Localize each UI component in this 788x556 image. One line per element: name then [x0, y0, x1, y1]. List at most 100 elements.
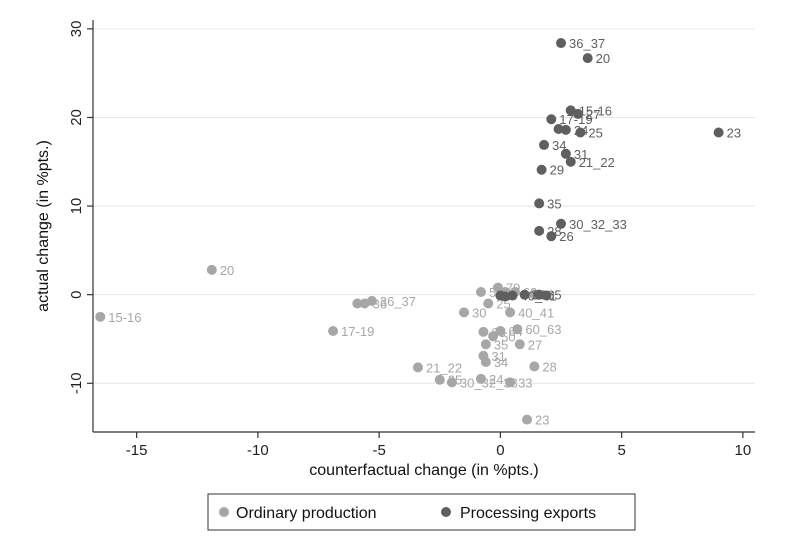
- legend-box: [207, 493, 636, 531]
- x-tick-label: -5: [372, 442, 385, 459]
- data-point: [560, 148, 571, 159]
- data-points: 15-162017-193636_3721_222530_32_33305257…: [95, 36, 741, 428]
- y-tick-label: 0: [68, 290, 85, 298]
- data-point: [434, 374, 445, 385]
- axes: [92, 20, 755, 433]
- gridlines: [93, 28, 755, 384]
- data-point-label: 30: [472, 305, 486, 320]
- y-tick-label: 20: [68, 109, 85, 126]
- data-point-label: 25: [588, 126, 602, 141]
- data-point-label: 36_37: [380, 294, 416, 309]
- data-point-label: 31: [491, 349, 505, 364]
- legend-marker-processing: [441, 507, 451, 517]
- data-point: [514, 339, 525, 350]
- data-point-label: 36_37: [569, 36, 605, 51]
- data-point-label: 23: [535, 413, 549, 428]
- data-point-label: 26: [559, 229, 573, 244]
- y-axis-ticks: -10 0 10 20 30: [68, 21, 93, 394]
- series-processing-exports: 36_372015-162717-19242523343121_22293530…: [495, 36, 741, 304]
- data-point: [553, 123, 564, 134]
- data-point: [505, 377, 516, 388]
- data-point-label: 28: [542, 359, 556, 374]
- data-point-label: 35: [494, 337, 508, 352]
- data-point: [475, 287, 486, 298]
- data-point: [536, 164, 547, 175]
- legend-label-processing: Processing exports: [460, 505, 596, 522]
- data-point-label: 31: [574, 147, 588, 162]
- x-tick-label: -10: [247, 442, 269, 459]
- data-point: [529, 361, 540, 372]
- data-point: [328, 325, 339, 336]
- data-point: [475, 373, 486, 384]
- data-point-label: 5: [489, 285, 496, 300]
- data-point: [495, 325, 506, 336]
- plot-background: [93, 20, 755, 432]
- data-point: [572, 108, 583, 119]
- data-point-label: 34: [494, 355, 508, 370]
- data-point-label: 17-19: [341, 324, 374, 339]
- x-axis-title: counterfactual change (in %pts.): [309, 462, 538, 479]
- data-point-label: 20: [220, 263, 234, 278]
- data-point: [480, 357, 491, 368]
- data-point: [560, 124, 571, 135]
- data-point: [565, 156, 576, 167]
- data-point-label: 23: [727, 126, 741, 141]
- data-point: [522, 414, 533, 425]
- legend-marker-ordinary: [219, 507, 229, 517]
- data-point-label: 30_32_33: [569, 217, 627, 232]
- x-tick-label: 5: [617, 442, 625, 459]
- y-tick-label: 30: [68, 21, 85, 38]
- data-point-label: 35: [547, 196, 561, 211]
- data-point: [512, 324, 523, 335]
- data-point-label: 21_22: [579, 155, 615, 170]
- data-point: [556, 38, 567, 49]
- data-point-label: 65: [547, 288, 561, 303]
- data-point: [534, 225, 545, 236]
- data-point: [582, 53, 593, 64]
- data-point: [534, 289, 545, 300]
- data-point-label: 27: [528, 337, 542, 352]
- data-point: [505, 307, 516, 318]
- data-point: [556, 218, 567, 229]
- data-point: [488, 331, 499, 342]
- y-axis-title: actual change (in %pts.): [35, 140, 52, 312]
- data-point: [507, 290, 518, 301]
- data-point: [446, 377, 457, 388]
- data-point: [480, 339, 491, 350]
- data-point: [541, 290, 552, 301]
- data-point-label: 20: [596, 51, 610, 66]
- x-tick-label: -15: [126, 442, 148, 459]
- data-point: [352, 298, 363, 309]
- y-tick-label: 10: [68, 198, 85, 215]
- data-point-label: 15-16: [579, 103, 612, 118]
- data-point: [492, 282, 503, 293]
- x-tick-label: 0: [496, 442, 504, 459]
- data-point-label: 15-16: [108, 310, 141, 325]
- data-point-label: 17-19: [559, 112, 592, 127]
- legend: Ordinary production Processing exports: [207, 493, 636, 531]
- data-point: [575, 127, 586, 138]
- data-point: [546, 114, 557, 125]
- data-point: [500, 291, 511, 302]
- data-point: [95, 311, 106, 322]
- data-point: [366, 295, 377, 306]
- data-point: [519, 289, 530, 300]
- data-point-label: 29: [550, 163, 564, 178]
- data-point-label: 27: [586, 107, 600, 122]
- legend-label-ordinary: Ordinary production: [236, 505, 377, 522]
- data-point-label: 33: [518, 375, 532, 390]
- x-axis-ticks: -15 -10 -5 0 5 10: [126, 432, 751, 459]
- data-point-label: 24: [489, 372, 503, 387]
- data-point: [546, 231, 557, 242]
- y-tick-label: -10: [68, 372, 85, 394]
- data-point: [459, 307, 470, 318]
- data-point: [206, 264, 217, 275]
- data-point: [539, 139, 550, 150]
- data-point: [534, 198, 545, 209]
- data-point-label: 21_22: [426, 360, 462, 375]
- x-tick-label: 10: [735, 442, 752, 459]
- data-point: [713, 127, 724, 138]
- data-point: [483, 298, 494, 309]
- data-point: [412, 362, 423, 373]
